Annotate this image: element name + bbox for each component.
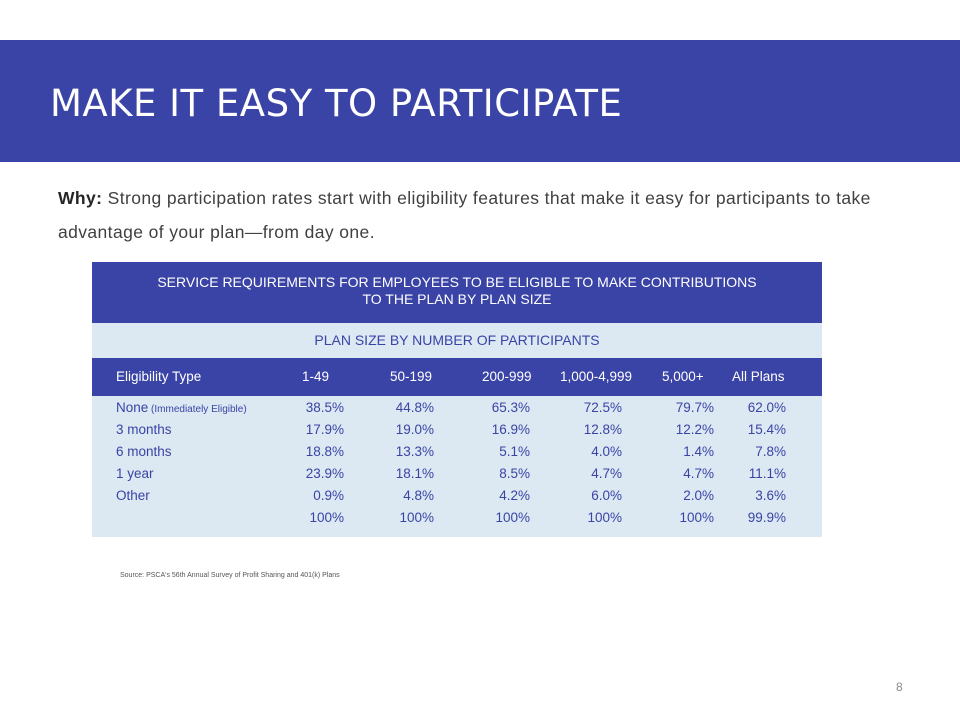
row-label: 1 year [116,466,154,481]
table-cell: 2.0% [683,488,714,503]
table-subtitle: PLAN SIZE BY NUMBER OF PARTICIPANTS [314,332,600,348]
table-cell: 0.9% [313,488,344,503]
table-cell: 23.9% [305,466,344,481]
table-cell: 4.8% [403,488,434,503]
table-total-row: 100% 100% 100% 100% 100% 99.9% [92,510,822,531]
table-cell: 1.4% [683,444,714,459]
table-cell: 99.9% [747,510,786,525]
why-paragraph: Why: Strong participation rates start wi… [58,181,878,249]
slide-title: MAKE IT EASY TO PARTICIPATE [50,82,623,125]
row-label: None (Immediately Eligible) [116,400,247,415]
table-cell: 79.7% [675,400,714,415]
table-row: 6 months 18.8% 13.3% 5.1% 4.0% 1.4% 7.8% [92,444,822,465]
column-header: 200-999 [482,369,532,384]
why-label: Why: [58,188,103,208]
column-header: Eligibility Type [116,369,202,384]
table-cell: 4.0% [591,444,622,459]
table-cell: 3.6% [755,488,786,503]
table-cell: 8.5% [499,466,530,481]
page-number: 8 [896,680,903,694]
table-row: None (Immediately Eligible) 38.5% 44.8% … [92,400,822,421]
table-cell: 16.9% [491,422,530,437]
why-text: Strong participation rates start with el… [58,188,871,242]
eligibility-table: SERVICE REQUIREMENTS FOR EMPLOYEES TO BE… [92,262,822,537]
row-label: Other [116,488,150,503]
table-cell: 5.1% [499,444,530,459]
table-cell: 72.5% [583,400,622,415]
column-header: 1,000-4,999 [560,369,633,384]
table-cell: 11.1% [748,466,786,481]
table-cell: 4.2% [499,488,530,503]
table-cell: 18.8% [305,444,344,459]
table-cell: 62.0% [747,400,786,415]
table-cell: 100% [587,510,622,525]
table-title: SERVICE REQUIREMENTS FOR EMPLOYEES TO BE… [92,262,822,323]
column-header: 50-199 [390,369,433,384]
row-label: 6 months [116,444,172,459]
table-body: None (Immediately Eligible) 38.5% 44.8% … [92,396,822,537]
table-cell: 17.9% [305,422,344,437]
table-cell: 4.7% [683,466,714,481]
table-row: Other 0.9% 4.8% 4.2% 6.0% 2.0% 3.6% [92,488,822,509]
source-note: Source: PSCA's 56th Annual Survey of Pro… [120,572,340,579]
table-cell: 15.4% [747,422,786,437]
table-cell: 38.5% [305,400,344,415]
table-cell: 100% [309,510,344,525]
row-note: (Immediately Eligible) [148,404,247,415]
table-cell: 19.0% [395,422,434,437]
table-title-line2: TO THE PLAN BY PLAN SIZE [362,291,552,307]
table-cell: 12.2% [675,422,714,437]
table-title-line1: SERVICE REQUIREMENTS FOR EMPLOYEES TO BE… [157,274,757,290]
title-bar [0,40,960,162]
column-header: 1-49 [302,369,330,384]
table-column-header-row: Eligibility Type 1-49 50-199 200-999 1,0… [92,358,822,396]
table-cell: 65.3% [491,400,530,415]
table-cell: 6.0% [591,488,622,503]
table-row: 1 year 23.9% 18.1% 8.5% 4.7% 4.7% 11.1% [92,466,822,487]
table-cell: 44.8% [395,400,434,415]
table-cell: 13.3% [395,444,434,459]
column-header: All Plans [732,369,785,384]
table-row: 3 months 17.9% 19.0% 16.9% 12.8% 12.2% 1… [92,422,822,443]
table-cell: 100% [495,510,530,525]
column-header: 5,000+ [662,369,704,384]
row-label: 3 months [116,422,172,437]
table-cell: 100% [399,510,434,525]
table-cell: 7.8% [755,444,786,459]
table-cell: 4.7% [591,466,622,481]
table-cell: 18.1% [395,466,434,481]
table-cell: 100% [679,510,714,525]
table-cell: 12.8% [583,422,622,437]
